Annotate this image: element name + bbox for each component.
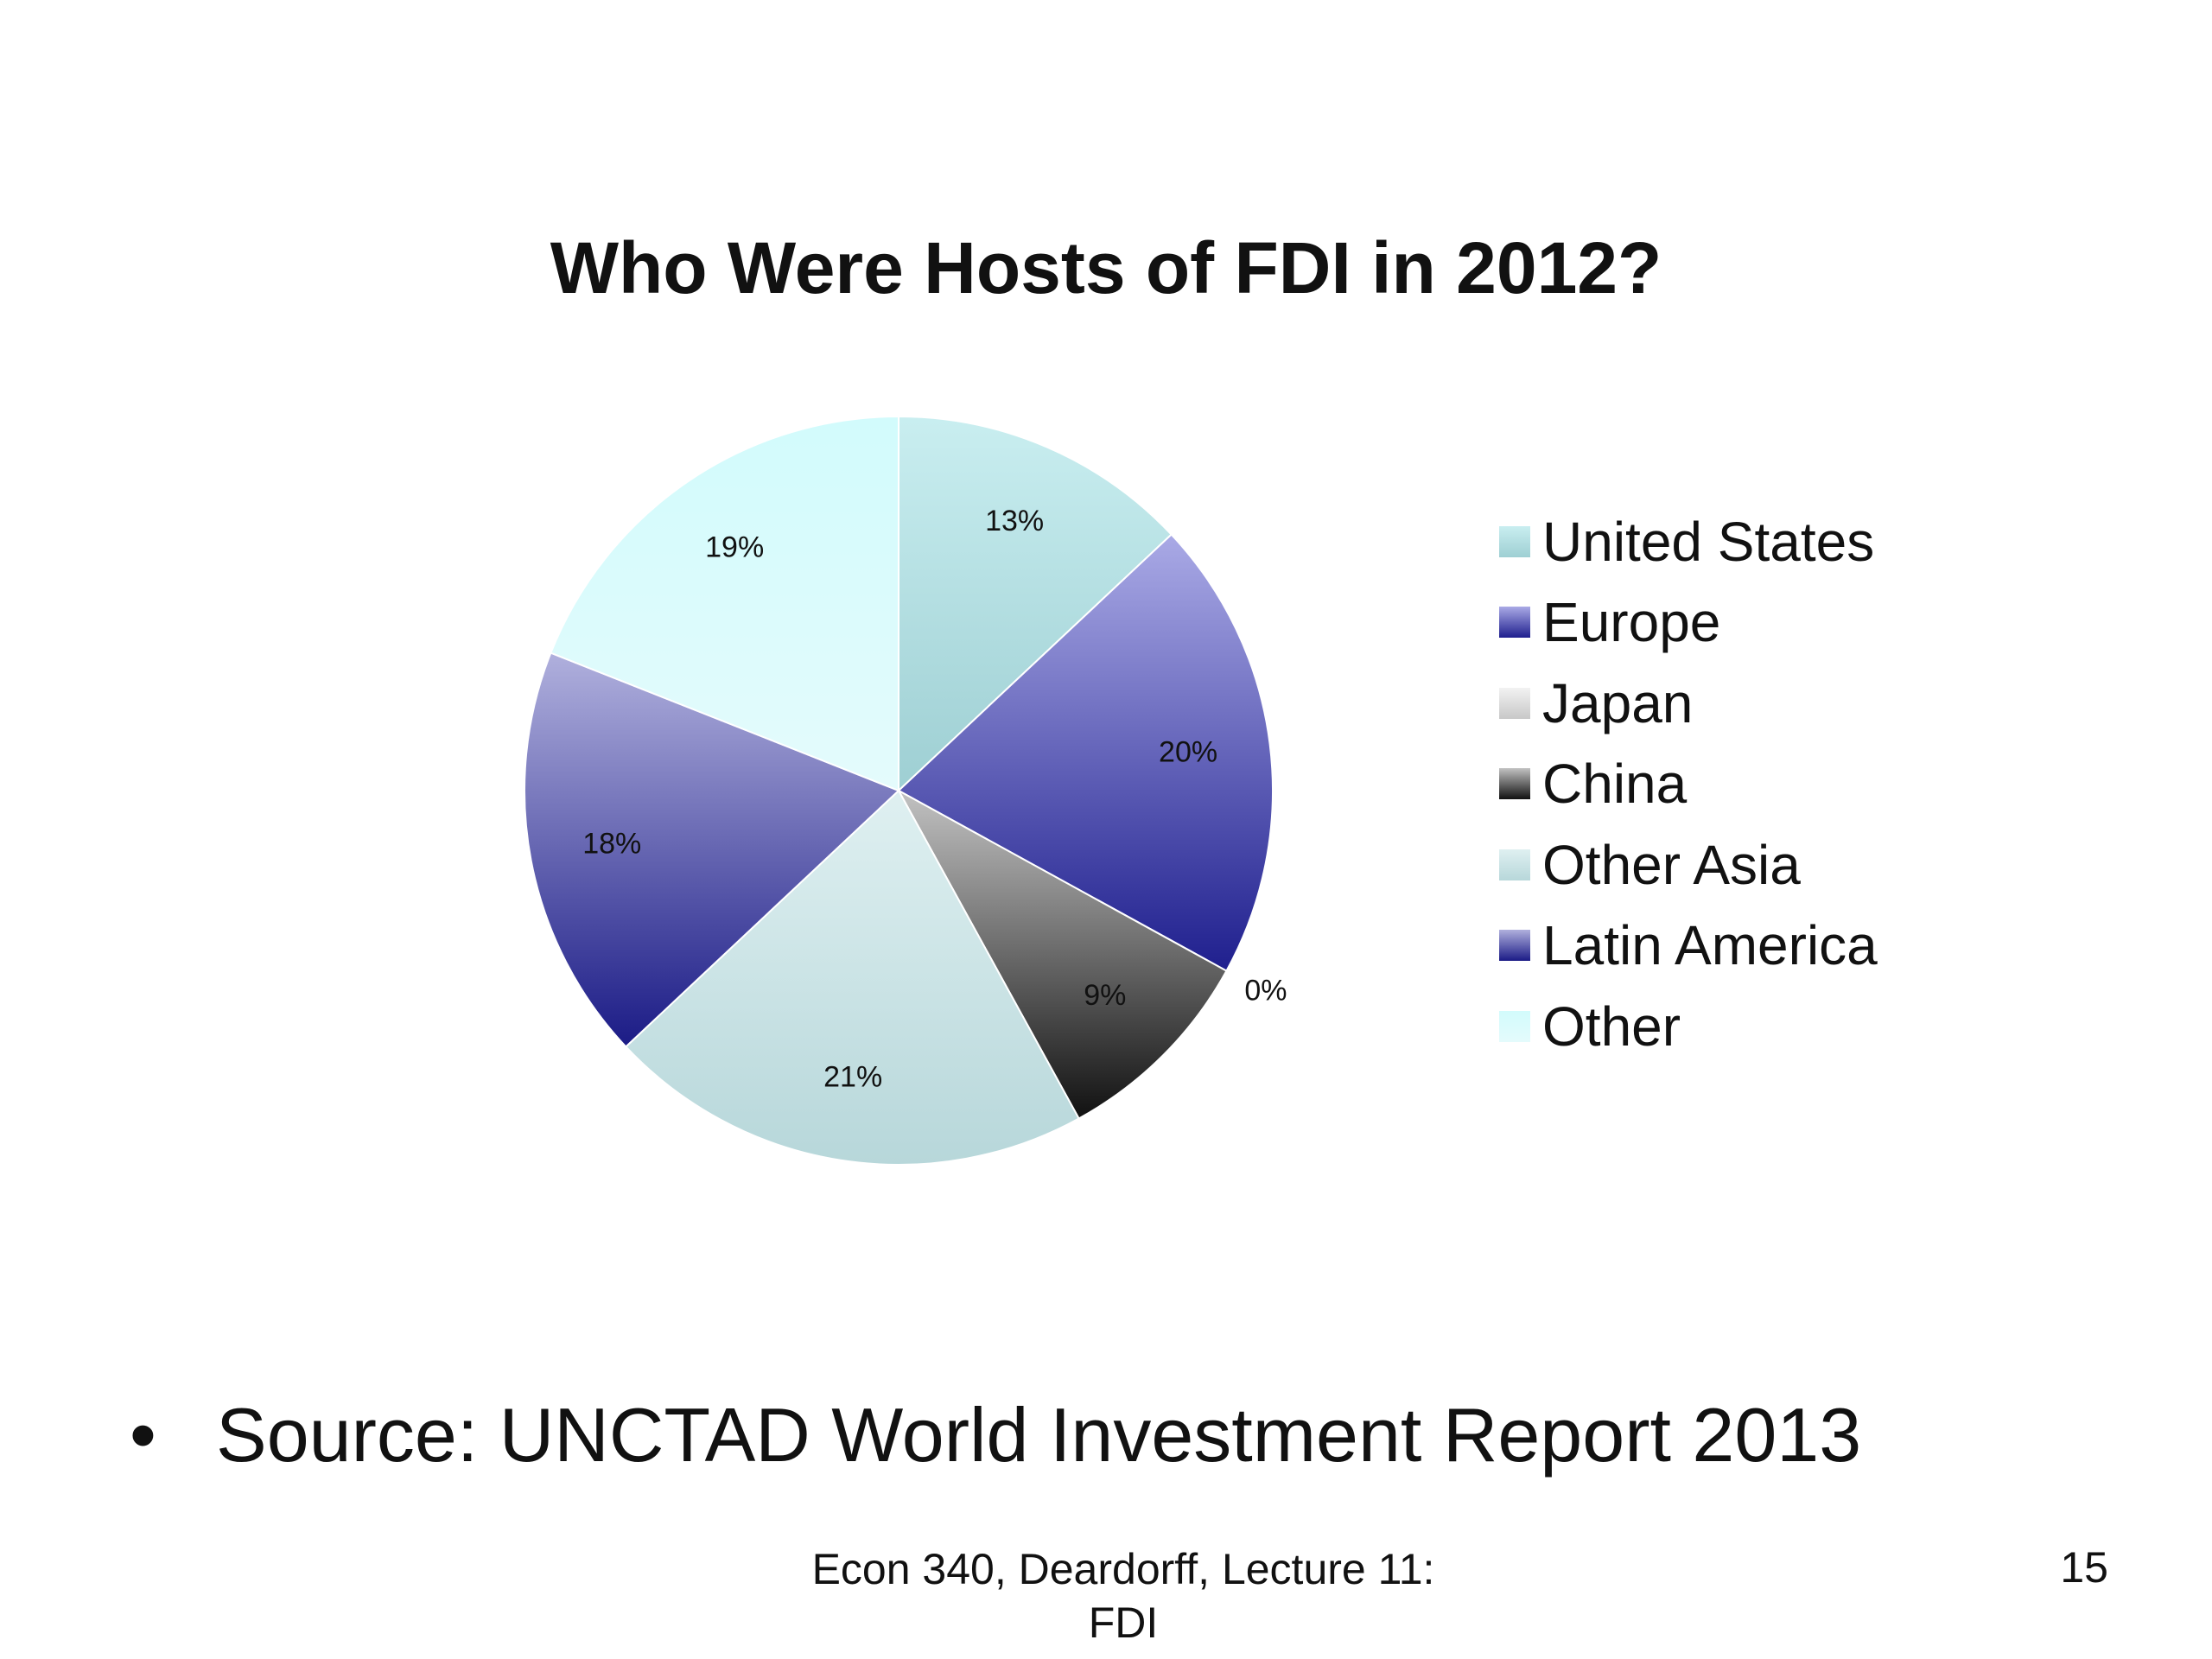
legend-label: Other Asia [1542,833,1801,896]
data-label-other: 19% [705,531,764,564]
data-label-united-states: 13% [985,505,1044,537]
pie-slice-other-asia [624,789,1080,1166]
data-label-europe: 20% [1159,736,1217,769]
legend-swatch [1499,525,1530,557]
legend-swatch [1499,930,1530,962]
legend-item-latin-america: Latin America [1499,906,1878,987]
data-label-japan: 0% [1244,975,1287,1007]
chart-title: Who Were Hosts of FDI in 2012? [550,227,1662,308]
source-text: Source: UNCTAD World Investment Report 2… [216,1392,1862,1478]
legend-swatch [1499,768,1530,800]
footer-course: Econ 340, Deardorff, Lecture 11: FDI [760,1542,1486,1649]
pie-slice-united-states [898,415,1173,793]
legend-item-china: China [1499,744,1878,825]
page-number: 15 [2060,1543,2108,1592]
legend-label: United States [1542,510,1875,573]
legend-label: Other [1542,995,1681,1058]
legend-swatch [1499,607,1530,639]
footer-line-2: FDI [1088,1599,1159,1647]
legend-item-other-asia: Other Asia [1499,824,1878,906]
legend-swatch [1499,687,1530,719]
bullet-marker: • [130,1392,156,1478]
pie-slice-latin-america [524,652,900,1048]
pie-slice-other [550,415,899,792]
legend-item-united-states: United States [1499,501,1878,582]
legend-item-europe: Europe [1499,582,1878,664]
legend-swatch [1499,1010,1530,1042]
legend-label: China [1542,753,1688,816]
data-label-latin-america: 18% [582,827,641,860]
pie-slice-europe [897,533,1274,972]
chart-legend: United States Europe Japan China Other Asia L… [1499,501,1878,1067]
legend-label: Europe [1542,591,1721,654]
legend-item-japan: Japan [1499,663,1878,744]
legend-label: Japan [1542,671,1694,734]
data-label-china: 9% [1084,979,1126,1012]
data-label-other-asia: 21% [823,1061,882,1094]
source-bullet: • Source: UNCTAD World Investment Report … [130,1391,1861,1479]
pie-slice-china [896,788,1228,1120]
legend-swatch [1499,849,1530,880]
legend-label: Latin America [1542,914,1878,977]
legend-item-other: Other [1499,986,1878,1067]
footer-line-1: Econ 340, Deardorff, Lecture 11: [811,1545,1435,1593]
